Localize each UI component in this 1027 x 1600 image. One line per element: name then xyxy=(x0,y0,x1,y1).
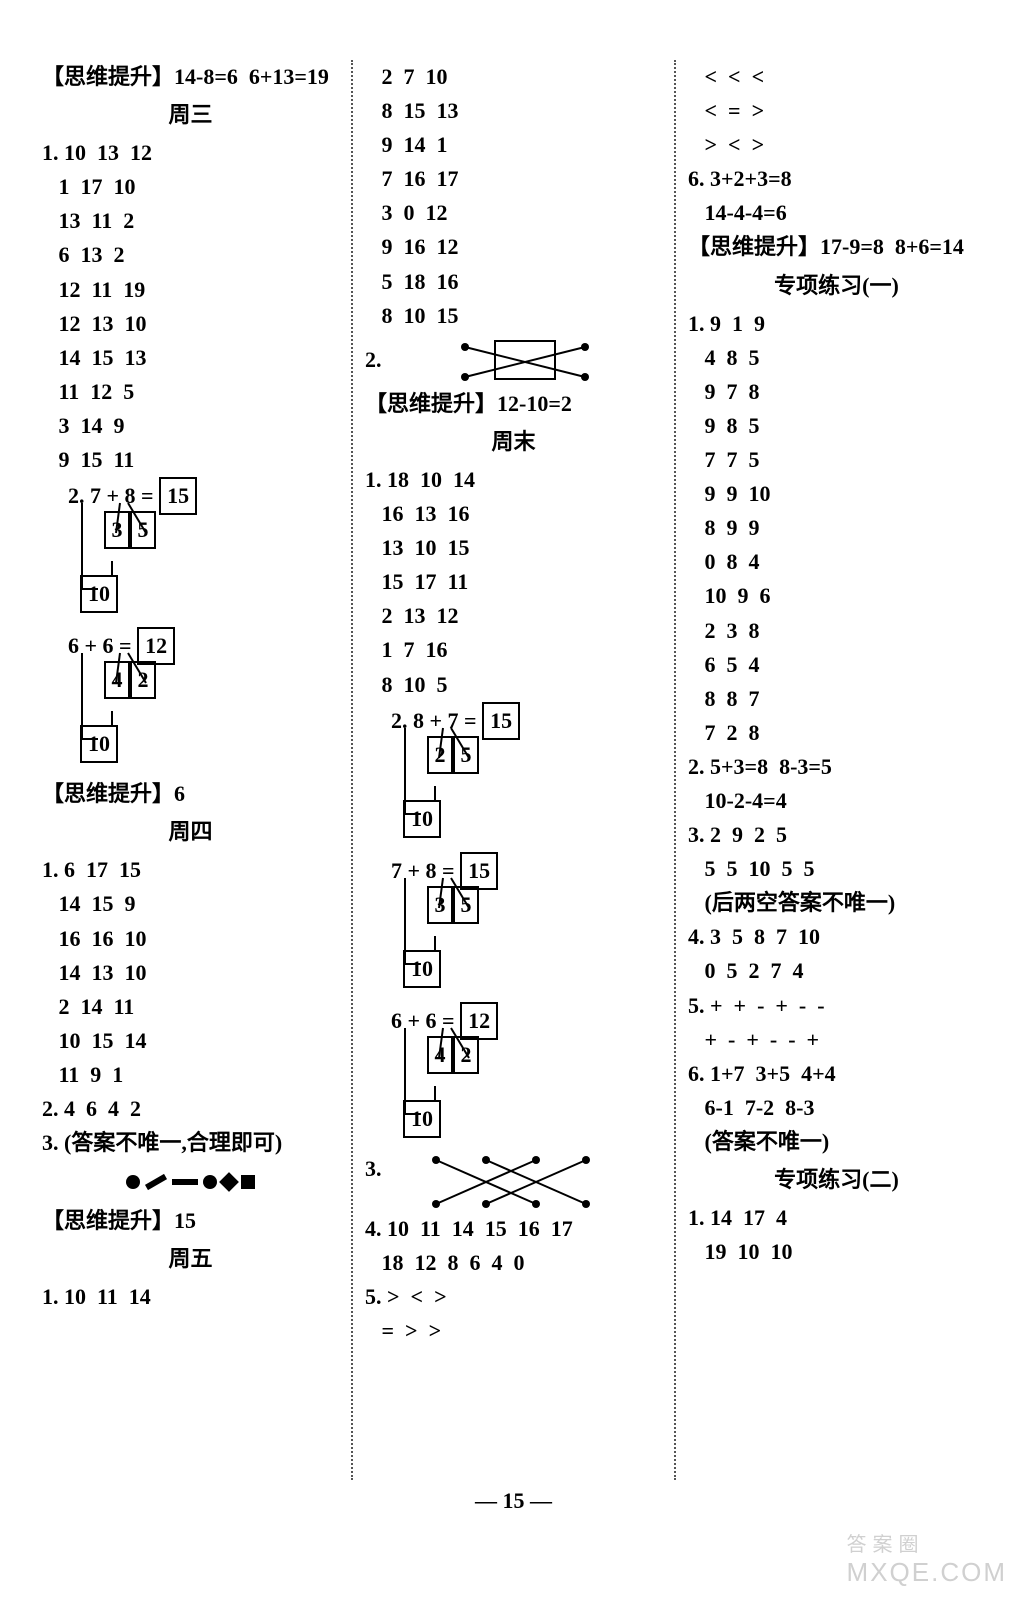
number-bond-tree: 6 + 6 = 12 42 10 xyxy=(391,1002,662,1152)
matching-illustration: 2. xyxy=(365,333,662,387)
answer-row: 7 7 5 xyxy=(688,443,985,477)
match-icon xyxy=(455,337,595,383)
heading-special-2: 专项练习(二) xyxy=(688,1163,985,1197)
answer-row: 6. 1+7 3+5 4+4 xyxy=(688,1057,985,1091)
answer-row: 9 9 10 xyxy=(688,477,985,511)
answer-row: 2 14 11 xyxy=(42,990,339,1024)
answer-row: 12 13 10 xyxy=(42,307,339,341)
cross-icon xyxy=(426,1154,596,1210)
answer-row: 2 7 10 xyxy=(365,60,662,94)
column-2: 2 7 10 8 15 13 9 14 1 7 16 17 3 0 12 9 1… xyxy=(353,60,676,1480)
answer-row: > < > xyxy=(688,128,985,162)
answer-row: 1. 9 1 9 xyxy=(688,307,985,341)
answer-row: 19 10 10 xyxy=(688,1235,985,1269)
answer-row: 1. 18 10 14 xyxy=(365,463,662,497)
answer-row: 3 0 12 xyxy=(365,196,662,230)
answer-row: 14 15 9 xyxy=(42,887,339,921)
thinking-boost: 【思维提升】14-8=6 6+13=19 xyxy=(42,60,339,94)
answer-row: 9 8 5 xyxy=(688,409,985,443)
answer-row: 5 18 16 xyxy=(365,265,662,299)
answer-row: 9 15 11 xyxy=(42,443,339,477)
answer-row: 1. 6 17 15 xyxy=(42,853,339,887)
page-number: — 15 — xyxy=(30,1488,997,1514)
answer-row: 0 5 2 7 4 xyxy=(688,954,985,988)
answer-row: < < < xyxy=(688,60,985,94)
watermark: 答案圈 MXQE.COM xyxy=(847,1528,1007,1588)
answer-row: < = > xyxy=(688,94,985,128)
answer-row: 2 3 8 xyxy=(688,614,985,648)
answer-row: 6. 3+2+3=8 xyxy=(688,162,985,196)
answer-row: 3. 2 9 2 5 xyxy=(688,818,985,852)
q-label: 2. xyxy=(68,483,85,508)
answer-row: 14 13 10 xyxy=(42,956,339,990)
answer-row: 7 16 17 xyxy=(365,162,662,196)
answer-row: 1. 14 17 4 xyxy=(688,1201,985,1235)
answer-row: 14 15 13 xyxy=(42,341,339,375)
answer-row: = > > xyxy=(365,1314,662,1348)
answer-row: 1. 10 11 14 xyxy=(42,1280,339,1314)
answer-row: 2. 4 6 4 2 xyxy=(42,1092,339,1126)
answer-row: 10 9 6 xyxy=(688,579,985,613)
answer-row: 16 13 16 xyxy=(365,497,662,531)
answer-row: 7 2 8 xyxy=(688,716,985,750)
answer-note: 3. (答案不唯一,合理即可) xyxy=(42,1126,339,1160)
answer-row: 2 13 12 xyxy=(365,599,662,633)
thinking-boost: 【思维提升】15 xyxy=(42,1204,339,1238)
answer-row: + - + - - + xyxy=(688,1023,985,1057)
answer-row: 1. 10 13 12 xyxy=(42,136,339,170)
answer-note: (答案不唯一) xyxy=(688,1125,985,1159)
thinking-boost: 【思维提升】12-10=2 xyxy=(365,387,662,421)
answer-row: 14-4-4=6 xyxy=(688,196,985,230)
answer-row: 10 15 14 xyxy=(42,1024,339,1058)
answer-row: 3 14 9 xyxy=(42,409,339,443)
heading-special-1: 专项练习(一) xyxy=(688,269,985,303)
number-bond-tree: 7 + 8 = 15 35 10 xyxy=(391,852,662,1002)
answer-row: 16 16 10 xyxy=(42,922,339,956)
answer-row: 18 12 8 6 4 0 xyxy=(365,1246,662,1280)
number-bond-tree: 6 + 6 = 12 42 10 xyxy=(68,627,339,777)
answer-row: 10-2-4=4 xyxy=(688,784,985,818)
answer-row: 8 8 7 xyxy=(688,682,985,716)
heading-fri: 周五 xyxy=(42,1242,339,1276)
answer-row: 6 5 4 xyxy=(688,648,985,682)
answer-row: 2. 5+3=8 8-3=5 xyxy=(688,750,985,784)
answer-row: 6-1 7-2 8-3 xyxy=(688,1091,985,1125)
heading-weekend: 周末 xyxy=(365,425,662,459)
answer-row: 15 17 11 xyxy=(365,565,662,599)
answer-row: 9 7 8 xyxy=(688,375,985,409)
answer-row: 8 10 15 xyxy=(365,299,662,333)
column-1: 【思维提升】14-8=6 6+13=19 周三 1. 10 13 12 1 17… xyxy=(30,60,353,1480)
heading-wed: 周三 xyxy=(42,98,339,132)
answer-row: 4. 10 11 14 15 16 17 xyxy=(365,1212,662,1246)
answer-row: 4 8 5 xyxy=(688,341,985,375)
answer-row: 8 10 5 xyxy=(365,668,662,702)
answer-row: 1 7 16 xyxy=(365,633,662,667)
answer-row: 8 9 9 xyxy=(688,511,985,545)
heading-thu: 周四 xyxy=(42,815,339,849)
cross-match: 3. xyxy=(365,1152,662,1212)
answer-row: 1 17 10 xyxy=(42,170,339,204)
answer-note: (后两空答案不唯一) xyxy=(688,886,985,920)
thinking-boost: 【思维提升】6 xyxy=(42,777,339,811)
answer-row: 5 5 10 5 5 xyxy=(688,852,985,886)
number-bond-tree: 2. 7 + 8 = 15 35 10 xyxy=(68,477,339,627)
answer-row: 4. 3 5 8 7 10 xyxy=(688,920,985,954)
answer-row: 6 13 2 xyxy=(42,238,339,272)
thinking-boost: 【思维提升】17-9=8 8+6=14 xyxy=(688,230,985,264)
answer-row: 5. + + - + - - xyxy=(688,989,985,1023)
answer-row: 8 15 13 xyxy=(365,94,662,128)
answer-row: 13 10 15 xyxy=(365,531,662,565)
content-columns: 【思维提升】14-8=6 6+13=19 周三 1. 10 13 12 1 17… xyxy=(30,60,997,1480)
number-bond-tree: 2. 8 + 7 = 15 25 10 xyxy=(391,702,662,852)
answer-row: 11 9 1 xyxy=(42,1058,339,1092)
answer-row: 11 12 5 xyxy=(42,375,339,409)
answer-row: 9 14 1 xyxy=(365,128,662,162)
answer-row: 9 16 12 xyxy=(365,230,662,264)
shapes-illustration xyxy=(42,1160,339,1204)
answer-row: 13 11 2 xyxy=(42,204,339,238)
column-3: < < < < = > > < > 6. 3+2+3=8 14-4-4=6 【思… xyxy=(676,60,997,1480)
answer-row: 0 8 4 xyxy=(688,545,985,579)
answer-row: 12 11 19 xyxy=(42,273,339,307)
answer-row: 5. > < > xyxy=(365,1280,662,1314)
